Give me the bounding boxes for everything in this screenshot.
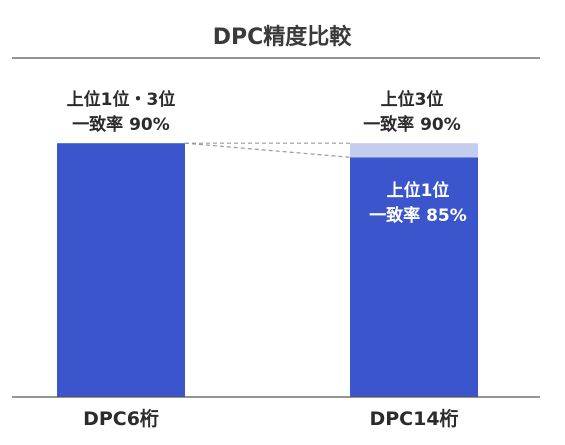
dpc14-top3-annotation-line2: 一致率 90% xyxy=(363,114,461,135)
dashed-connector-2 xyxy=(184,142,351,158)
dpc14-top1-annotation-line2: 一致率 85% xyxy=(369,205,467,226)
chart-title: DPC精度比較 xyxy=(213,24,353,50)
bar-dpc6-top1 xyxy=(57,143,185,397)
x-tick-label-dpc14: DPC14桁 xyxy=(369,407,458,430)
x-tick-label-dpc6: DPC6桁 xyxy=(83,407,159,430)
dpc14-top1-annotation-line1: 上位1位 xyxy=(387,180,450,201)
dpc6-annotation-line1: 上位1位・3位 xyxy=(67,89,176,110)
bar-dpc14-top3 xyxy=(350,143,478,158)
dpc6-annotation-line2: 一致率 90% xyxy=(72,114,170,135)
dpc14-top3-annotation-line1: 上位3位 xyxy=(381,89,444,110)
bar-dpc14-top1 xyxy=(350,157,478,397)
